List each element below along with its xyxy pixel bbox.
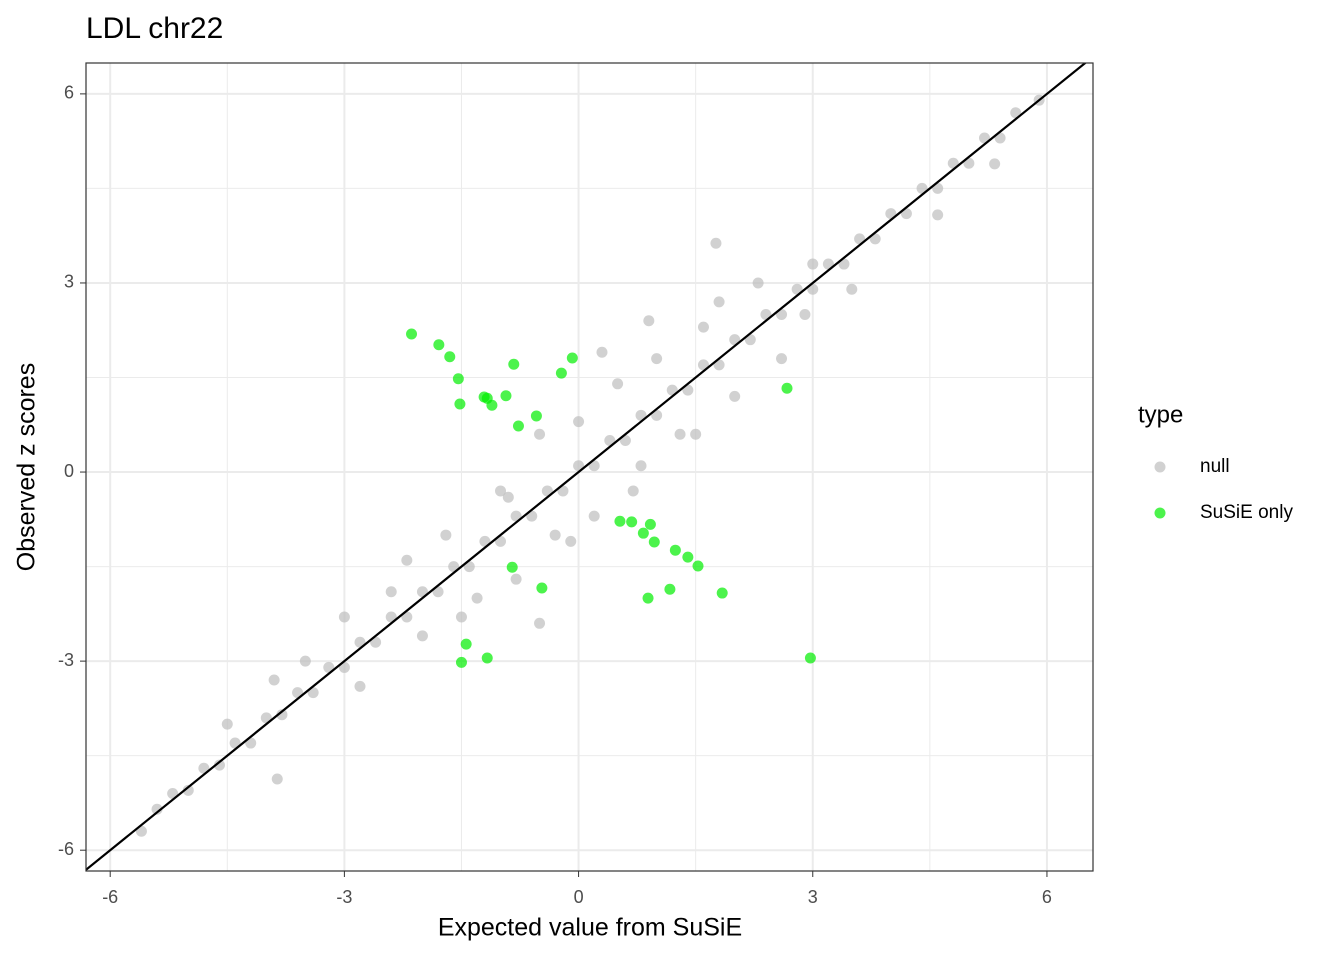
point	[989, 158, 1001, 170]
point	[807, 258, 819, 270]
legend-key	[1154, 507, 1166, 519]
point	[354, 680, 366, 692]
point	[536, 582, 548, 594]
point	[644, 518, 656, 530]
point	[221, 718, 233, 730]
point	[444, 351, 456, 363]
panel-border	[85, 62, 1094, 872]
point	[612, 378, 624, 390]
point	[471, 592, 483, 604]
point	[454, 398, 466, 410]
point	[455, 611, 467, 623]
point	[401, 554, 413, 566]
point	[440, 529, 452, 541]
y-tick-label: 0	[64, 461, 74, 481]
x-tick-label: 0	[574, 887, 584, 907]
point	[502, 491, 514, 503]
point	[643, 315, 655, 327]
point	[627, 485, 639, 497]
point	[512, 420, 524, 432]
x-tick-label: -6	[102, 887, 118, 907]
point	[588, 510, 600, 522]
y-tick-label: 3	[64, 272, 74, 292]
point	[299, 655, 311, 667]
point	[690, 428, 702, 440]
point	[573, 416, 585, 428]
point	[752, 277, 764, 289]
point	[481, 652, 493, 664]
point	[674, 428, 686, 440]
point	[804, 652, 816, 664]
x-axis-title: Expected value from SuSiE	[438, 914, 742, 942]
x-tick-label: -3	[336, 887, 352, 907]
reference-line	[86, 63, 1087, 871]
point	[406, 328, 418, 340]
point	[781, 382, 793, 394]
point	[495, 485, 507, 497]
point	[710, 237, 722, 249]
point	[182, 784, 194, 796]
point	[460, 638, 472, 650]
point	[565, 535, 577, 547]
point	[555, 367, 567, 379]
point	[268, 674, 280, 686]
point	[596, 346, 608, 358]
point	[614, 515, 626, 527]
point	[635, 460, 647, 472]
legend-label: SuSiE only	[1200, 502, 1293, 523]
point	[151, 803, 163, 815]
point	[713, 296, 725, 308]
legend-title: type	[1138, 401, 1183, 428]
point	[506, 561, 518, 573]
chart-title: LDL chr22	[86, 12, 223, 45]
point	[697, 321, 709, 333]
point	[271, 773, 283, 785]
y-tick-label: -6	[58, 839, 74, 859]
point	[486, 399, 498, 411]
x-tick-label: 6	[1042, 887, 1052, 907]
point	[637, 527, 649, 539]
point	[642, 592, 654, 604]
point	[385, 586, 397, 598]
point	[508, 358, 520, 370]
point	[799, 308, 811, 320]
point	[530, 410, 542, 422]
point	[276, 709, 288, 721]
point	[500, 390, 512, 402]
point	[534, 617, 546, 629]
point	[452, 373, 464, 385]
point	[416, 630, 428, 642]
legend-label: null	[1200, 456, 1230, 477]
x-tick-label: 3	[808, 887, 818, 907]
y-axis-title: Observed z scores	[13, 363, 41, 571]
point	[776, 353, 788, 365]
point	[566, 352, 578, 364]
point	[846, 283, 858, 295]
point	[669, 544, 681, 556]
point	[433, 339, 445, 351]
point	[664, 583, 676, 595]
point	[213, 759, 225, 771]
y-tick-label: 6	[64, 83, 74, 103]
point	[534, 428, 546, 440]
point	[682, 551, 694, 563]
point	[510, 573, 522, 585]
plot-area	[86, 63, 1087, 871]
point	[455, 656, 467, 668]
point	[932, 209, 944, 221]
point	[648, 536, 660, 548]
point	[716, 587, 728, 599]
point	[338, 611, 350, 623]
y-tick-label: -3	[58, 650, 74, 670]
point	[626, 516, 638, 528]
legend-key	[1154, 461, 1166, 473]
point	[729, 390, 741, 402]
point	[549, 529, 561, 541]
point	[651, 353, 663, 365]
point	[692, 560, 704, 572]
